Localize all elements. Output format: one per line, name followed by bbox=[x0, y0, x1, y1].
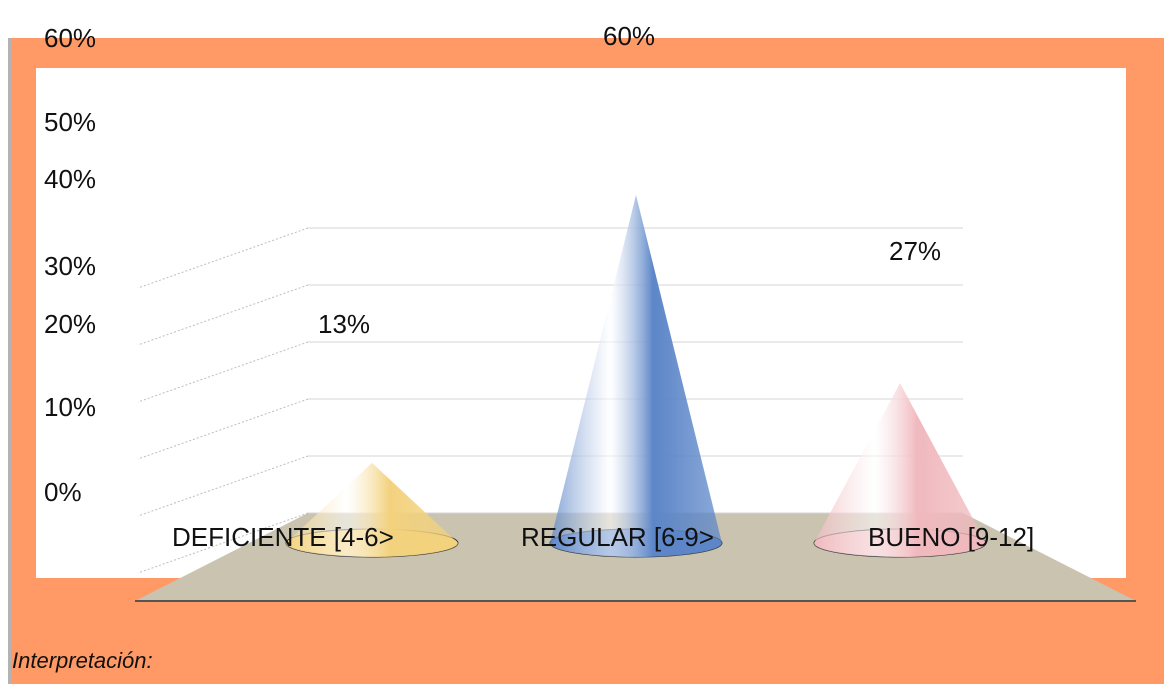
y-tick-label: 30% bbox=[44, 251, 96, 281]
y-tick-label: 0% bbox=[44, 477, 82, 507]
interpretation-label: Interpretación: bbox=[12, 648, 153, 673]
data-label: 60% bbox=[603, 21, 655, 51]
y-tick-label: 60% bbox=[44, 23, 96, 53]
cone-bar bbox=[550, 195, 722, 557]
category-label: BUENO [9-12] bbox=[868, 522, 1034, 552]
cone-bar bbox=[814, 383, 986, 557]
cone-bar bbox=[286, 462, 458, 557]
data-label: 13% bbox=[318, 309, 370, 339]
y-tick-label: 20% bbox=[44, 309, 96, 339]
category-label: DEFICIENTE [4-6> bbox=[172, 522, 394, 552]
data-label: 27% bbox=[889, 236, 941, 266]
y-tick-label: 40% bbox=[44, 164, 96, 194]
y-tick-label: 10% bbox=[44, 392, 96, 422]
y-tick-label: 50% bbox=[44, 107, 96, 137]
category-label: REGULAR [6-9> bbox=[521, 522, 714, 552]
